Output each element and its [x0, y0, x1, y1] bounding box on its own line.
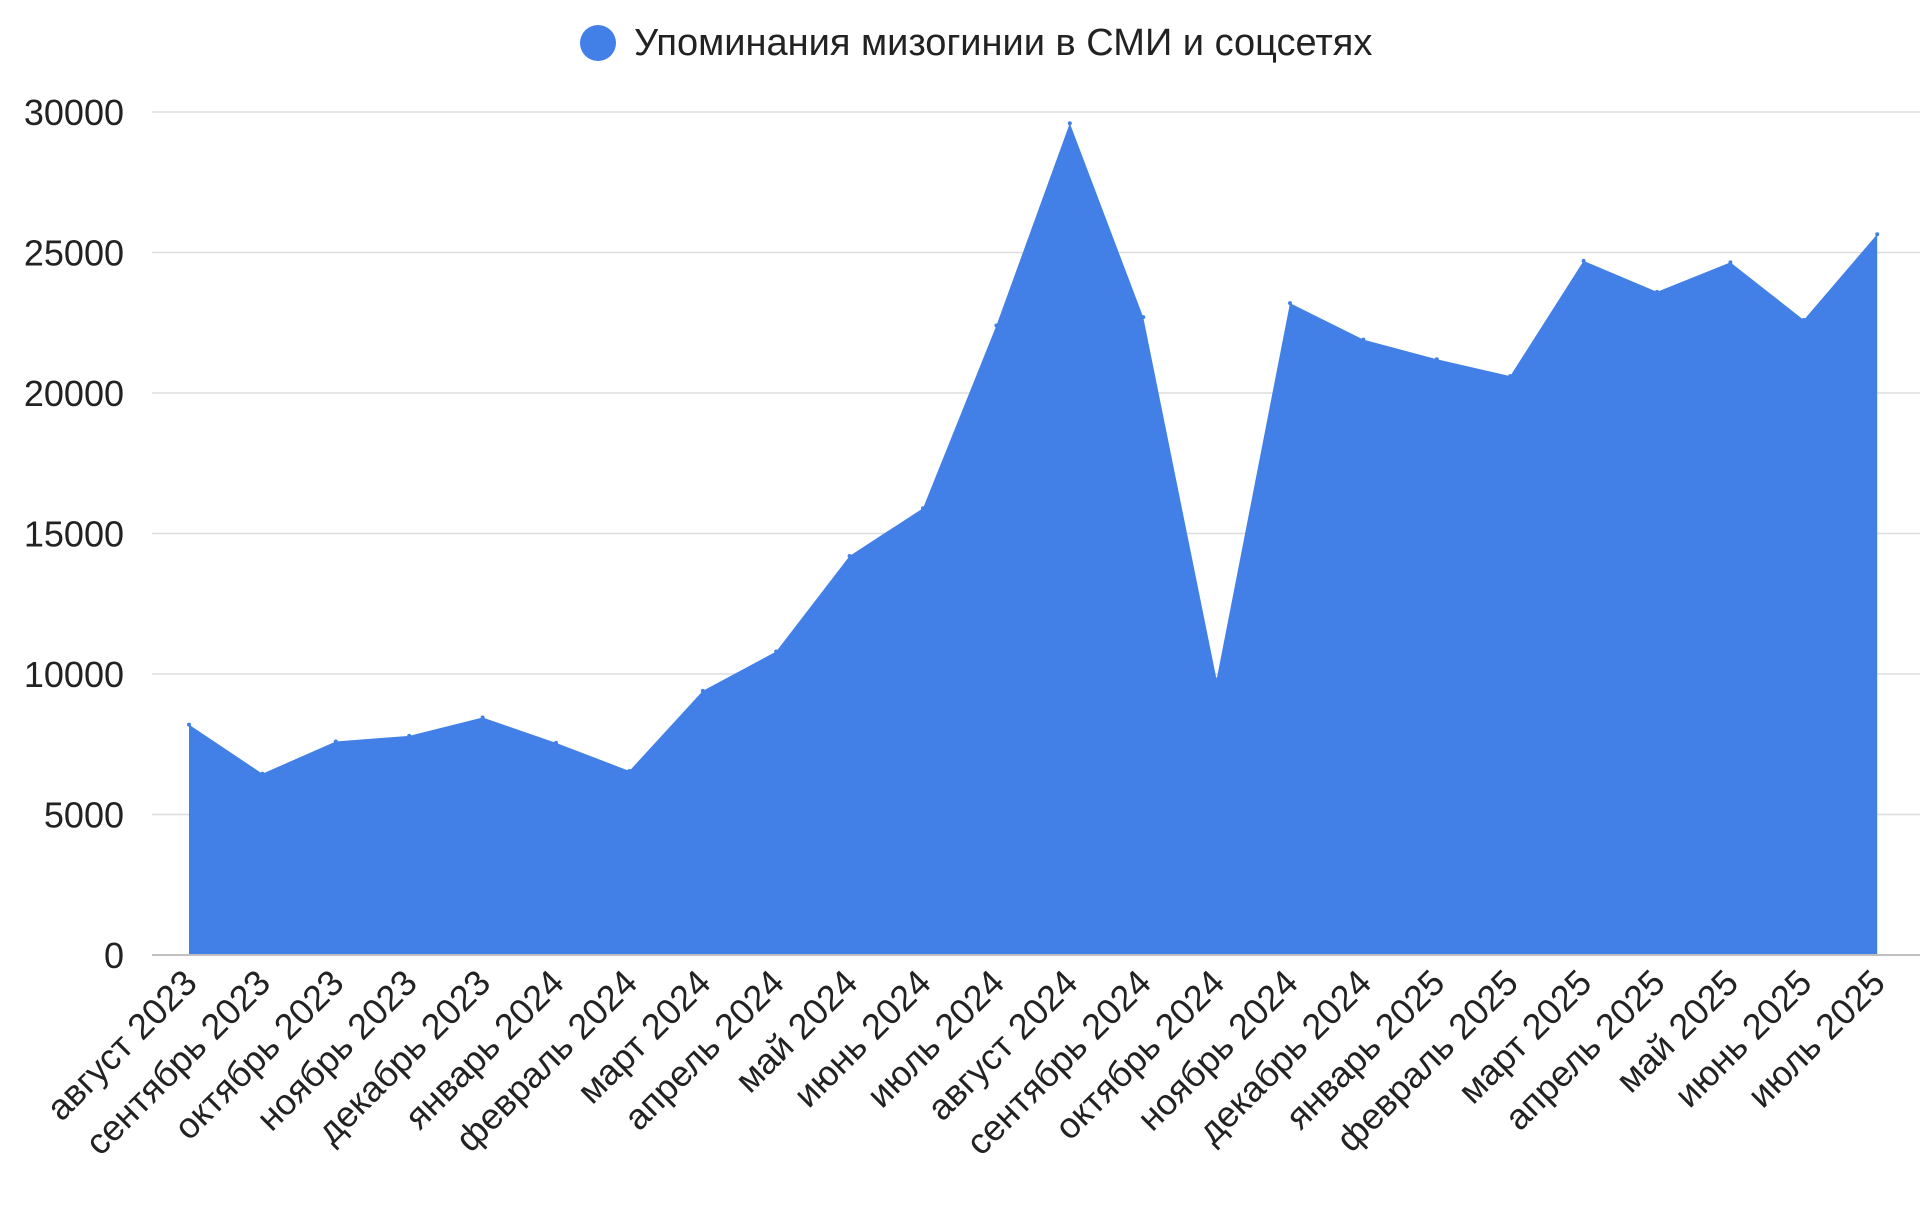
data-point: [1655, 289, 1659, 294]
data-point: [700, 688, 705, 693]
data-point: [1361, 337, 1366, 342]
data-point: [554, 740, 558, 745]
data-point: [187, 722, 191, 727]
data-point: [921, 506, 925, 511]
data-point: [1581, 258, 1586, 263]
y-tick-label: 10000: [24, 654, 124, 695]
data-point: [1214, 677, 1219, 682]
y-tick-label: 15000: [24, 514, 124, 555]
y-tick-label: 25000: [24, 233, 124, 274]
data-point: [260, 771, 265, 776]
series-area-layer: [187, 121, 1880, 956]
data-point: [994, 323, 999, 328]
data-point: [1067, 121, 1072, 126]
data-point: [1434, 357, 1439, 362]
y-tick-label: 30000: [24, 92, 124, 133]
legend: Упоминания мизогинии в СМИ и соцсетях: [580, 22, 1372, 64]
y-tick-label: 0: [104, 935, 124, 976]
data-point: [627, 768, 632, 773]
legend-label: Упоминания мизогинии в СМИ и соцсетях: [634, 22, 1372, 64]
data-point: [333, 739, 338, 744]
data-point: [1801, 317, 1806, 322]
data-point: [1875, 232, 1880, 237]
y-axis-tick-labels: 0 5000 10000 15000 20000 25000 30000: [24, 92, 124, 976]
data-point: [1288, 301, 1292, 306]
data-point: [774, 649, 779, 654]
data-point: [480, 715, 485, 720]
data-point: [847, 553, 852, 558]
data-point: [1508, 374, 1513, 379]
data-point: [407, 733, 412, 738]
y-tick-label: 20000: [24, 373, 124, 414]
data-point: [1141, 315, 1146, 320]
legend-marker: [580, 25, 616, 61]
series-area: [189, 123, 1878, 956]
data-point: [1728, 260, 1733, 265]
y-tick-label: 5000: [44, 795, 124, 836]
